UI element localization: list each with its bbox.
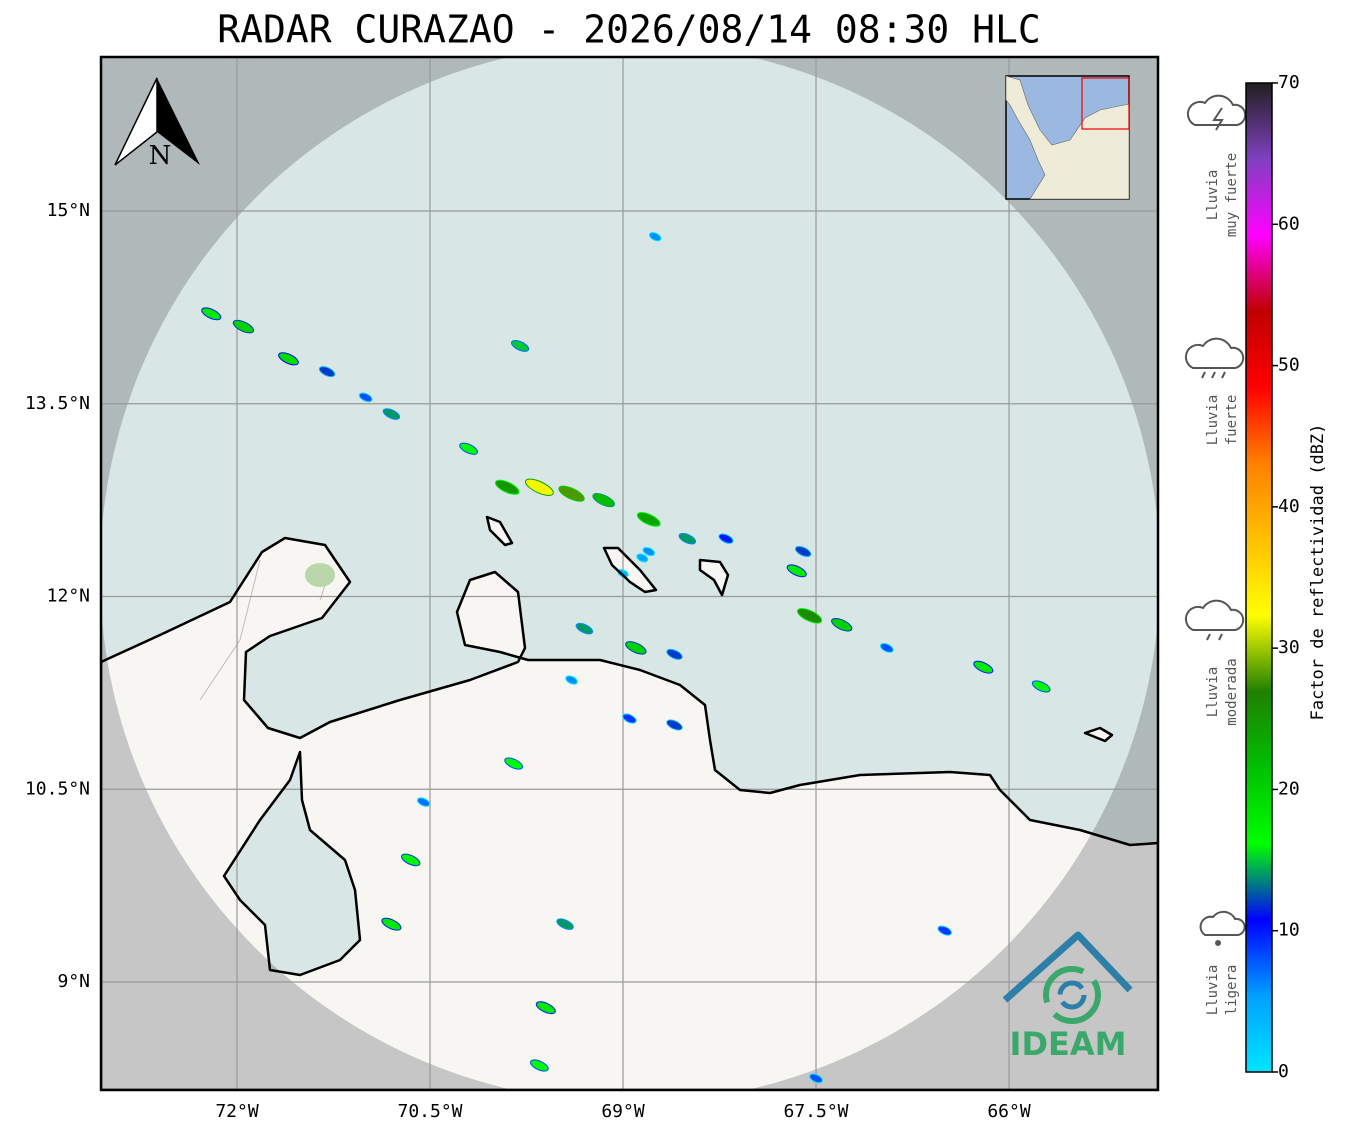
echo xyxy=(511,339,530,352)
map-area xyxy=(101,57,1158,1103)
echo xyxy=(795,546,812,558)
echo xyxy=(381,917,402,931)
echo xyxy=(636,553,649,563)
rain-label: moderada xyxy=(1224,658,1240,725)
echo xyxy=(831,618,853,632)
rain-icons xyxy=(1184,94,1247,946)
echo xyxy=(809,1073,823,1084)
echo xyxy=(556,918,574,930)
lon-tick-label: 67.5°W xyxy=(783,1101,848,1122)
echo xyxy=(648,232,662,242)
lon-tick-label: 70.5°W xyxy=(397,1101,462,1122)
title: RADAR CURAZAO - 2026/08/14 08:30 HLC xyxy=(217,8,1041,52)
rain-label: Lluvia xyxy=(1205,667,1221,718)
echo xyxy=(524,478,554,496)
lat-tick-label: 9°N xyxy=(57,971,90,992)
echo xyxy=(504,757,524,770)
colorbar-tick-label: 20 xyxy=(1278,778,1300,799)
lon-tick-label: 66°W xyxy=(987,1101,1031,1122)
ideam-logo: IDEAM xyxy=(1002,931,1133,1063)
lat-tick-label: 12°N xyxy=(47,586,90,607)
rain-label: fuerte xyxy=(1224,395,1240,446)
echo xyxy=(417,797,431,807)
echo xyxy=(622,713,637,724)
echo xyxy=(575,622,594,635)
rain-label: ligera xyxy=(1224,965,1240,1016)
echo xyxy=(718,533,734,544)
park xyxy=(305,563,335,587)
colorbar-tick-label: 60 xyxy=(1278,213,1300,234)
colorbar-tick-label: 50 xyxy=(1278,355,1300,376)
echo xyxy=(494,479,520,495)
echo xyxy=(973,660,994,674)
logo-text: IDEAM xyxy=(1010,1025,1127,1063)
echo xyxy=(797,608,823,624)
north-arrow: N xyxy=(114,77,200,171)
rain-label: muy fuerte xyxy=(1224,153,1240,237)
echo xyxy=(538,1091,553,1103)
echo xyxy=(937,925,952,936)
echo xyxy=(565,675,578,685)
echo xyxy=(1031,680,1051,693)
echo xyxy=(666,719,683,731)
rain-label: Lluvia xyxy=(1205,965,1221,1016)
rain-label: Lluvia xyxy=(1205,170,1221,221)
colorbar-tick-label: 40 xyxy=(1278,496,1300,517)
echo xyxy=(592,493,616,508)
colorbar-scale xyxy=(1245,82,1273,1073)
lat-tick-label: 15°N xyxy=(47,200,90,221)
grid xyxy=(101,57,1158,1090)
colorbar-label: Factor de reflectividad (dBZ) xyxy=(1308,424,1328,721)
radar-echoes xyxy=(201,232,1051,1103)
echo xyxy=(625,641,647,655)
radar-coverage xyxy=(101,57,1158,1090)
echo xyxy=(232,319,255,334)
colorbar-tick-label: 70 xyxy=(1278,72,1300,93)
colorbar-tick-label: 30 xyxy=(1278,637,1300,658)
echo xyxy=(786,564,807,578)
echo xyxy=(535,1001,556,1015)
echo xyxy=(382,408,401,420)
echo xyxy=(201,307,222,321)
echo xyxy=(666,648,683,660)
north-label: N xyxy=(149,141,172,171)
echo xyxy=(278,352,299,366)
echo xyxy=(318,366,336,378)
echo xyxy=(678,532,697,545)
map-frame xyxy=(99,55,1160,1092)
lat-tick-label: 10.5°N xyxy=(25,778,90,799)
lat-tick-label: 13.5°N xyxy=(25,393,90,414)
rain-label: Lluvia xyxy=(1205,395,1221,446)
echo xyxy=(642,546,655,557)
lon-tick-label: 72°W xyxy=(215,1101,259,1122)
echo xyxy=(401,853,421,867)
echo xyxy=(879,643,894,653)
echo xyxy=(636,512,661,527)
colorbar: 0 10 20 30 40 50 60 70 Factor de reflectividad (… xyxy=(1245,72,1328,1082)
echo xyxy=(459,442,478,455)
echo xyxy=(358,392,373,403)
colorbar-tick-label: 0 xyxy=(1278,1061,1289,1082)
echo xyxy=(558,485,585,502)
echo xyxy=(529,1059,549,1072)
colorbar-tick-label: 10 xyxy=(1278,920,1300,941)
lon-tick-label: 69°W xyxy=(601,1101,645,1122)
inset-map xyxy=(1005,75,1130,200)
